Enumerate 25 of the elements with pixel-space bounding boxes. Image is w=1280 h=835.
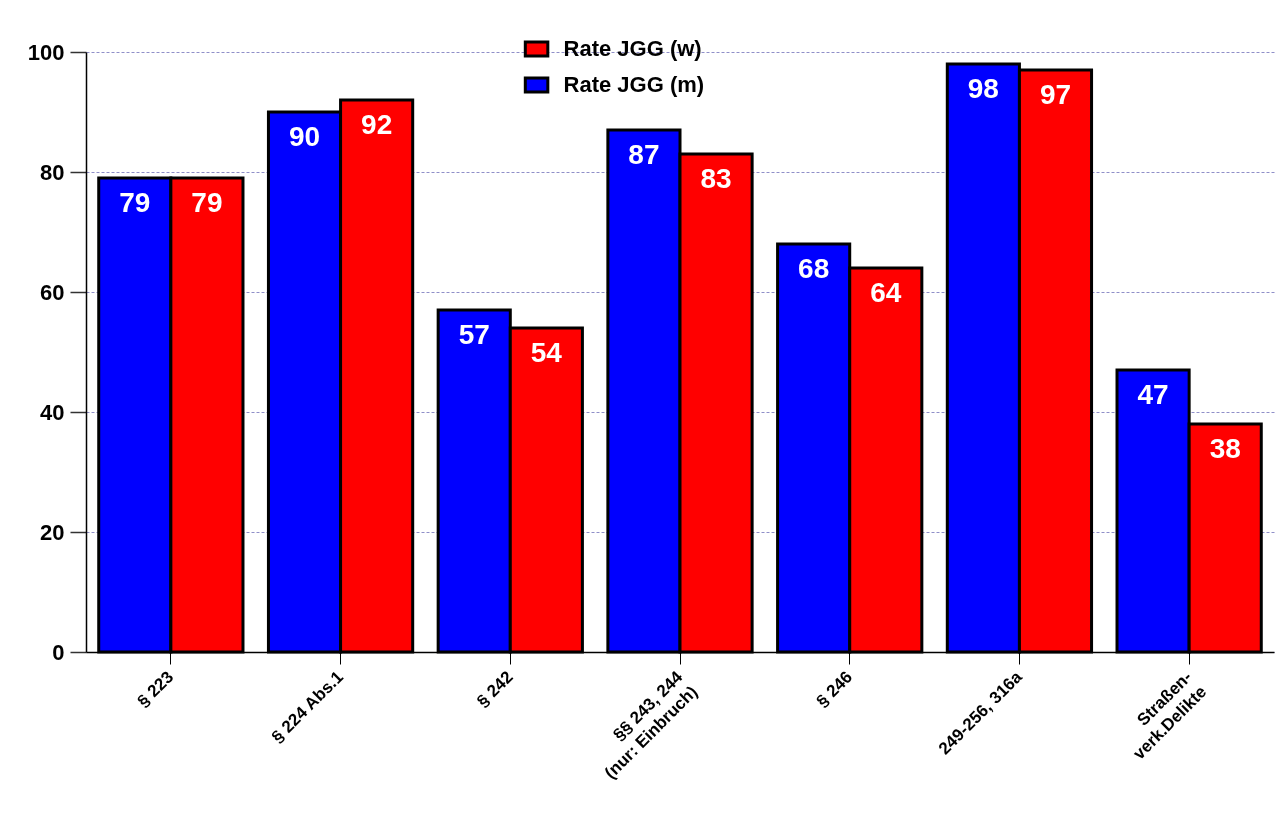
data-label: 79 xyxy=(119,187,151,218)
y-tick-label: 80 xyxy=(40,159,65,185)
data-label: 90 xyxy=(288,121,321,152)
legend-label: Rate JGG (m) xyxy=(563,72,705,97)
data-label: 68 xyxy=(798,253,830,284)
y-tick-label: 60 xyxy=(40,279,65,305)
data-label: 98 xyxy=(967,73,999,104)
y-tick-label: 100 xyxy=(27,39,65,65)
data-label: 87 xyxy=(628,139,660,170)
data-label: 79 xyxy=(191,187,223,218)
x-tick-label: § 242 xyxy=(473,667,517,711)
data-label: 92 xyxy=(361,109,393,140)
x-tick-label: § 246 xyxy=(812,667,857,711)
data-label: 47 xyxy=(1137,379,1169,410)
y-tick-label: 20 xyxy=(40,519,65,545)
data-label: 57 xyxy=(458,319,490,350)
data-label: 54 xyxy=(530,337,563,368)
y-tick-label: 40 xyxy=(40,399,65,425)
x-tick-label: § 223 xyxy=(133,667,178,711)
legend-label: Rate JGG (w) xyxy=(563,36,702,61)
data-label: 97 xyxy=(1039,79,1072,110)
data-label: 64 xyxy=(870,277,902,308)
y-tick-label: 0 xyxy=(52,639,65,665)
data-label: 38 xyxy=(1209,433,1241,464)
data-label: 83 xyxy=(700,163,732,194)
